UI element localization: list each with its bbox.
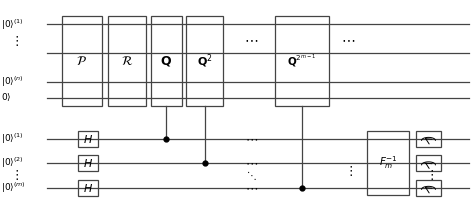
Text: $\vdots$: $\vdots$ bbox=[344, 164, 353, 178]
Bar bbox=[416, 155, 441, 171]
Text: $\vdots$: $\vdots$ bbox=[10, 169, 18, 182]
Text: $F_m^{-1}$: $F_m^{-1}$ bbox=[379, 154, 398, 171]
Text: $\mathbf{Q}$: $\mathbf{Q}$ bbox=[160, 54, 172, 68]
Text: $|0\rangle^{(2)}$: $|0\rangle^{(2)}$ bbox=[1, 156, 24, 170]
Bar bbox=[78, 155, 98, 171]
Bar bbox=[367, 131, 409, 195]
Text: $|0\rangle^{(1)}$: $|0\rangle^{(1)}$ bbox=[1, 17, 24, 32]
Bar bbox=[62, 16, 102, 106]
Text: $\cdots$: $\cdots$ bbox=[245, 181, 258, 194]
Text: $H$: $H$ bbox=[83, 157, 93, 169]
Text: $H$: $H$ bbox=[83, 133, 93, 145]
Text: $\mathbf{Q}^2$: $\mathbf{Q}^2$ bbox=[197, 52, 213, 70]
Bar bbox=[78, 131, 98, 147]
Text: $H$: $H$ bbox=[83, 182, 93, 194]
Text: $\ddots$: $\ddots$ bbox=[246, 169, 256, 182]
Text: $\mathbf{Q}^{2^{m-1}}$: $\mathbf{Q}^{2^{m-1}}$ bbox=[287, 53, 317, 69]
Text: $\vdots$: $\vdots$ bbox=[10, 34, 18, 48]
Text: $\cdots$: $\cdots$ bbox=[341, 32, 356, 46]
Bar bbox=[186, 16, 223, 106]
Text: $\cdots$: $\cdots$ bbox=[245, 157, 258, 170]
Text: $|0\rangle^{(n)}$: $|0\rangle^{(n)}$ bbox=[1, 74, 24, 89]
Bar bbox=[416, 131, 441, 147]
Bar bbox=[416, 180, 441, 196]
Text: $|0\rangle^{(m)}$: $|0\rangle^{(m)}$ bbox=[1, 181, 26, 195]
Text: $\cdots$: $\cdots$ bbox=[245, 132, 258, 145]
Text: $\mathcal{R}$: $\mathcal{R}$ bbox=[121, 55, 133, 68]
Text: $\mathcal{P}$: $\mathcal{P}$ bbox=[76, 55, 87, 68]
Bar bbox=[151, 16, 182, 106]
Bar bbox=[108, 16, 146, 106]
Bar bbox=[78, 180, 98, 196]
Text: $\vdots$: $\vdots$ bbox=[425, 169, 433, 182]
Text: $|0\rangle^{(1)}$: $|0\rangle^{(1)}$ bbox=[1, 132, 24, 146]
Text: $\cdots$: $\cdots$ bbox=[244, 32, 258, 46]
Text: $0\rangle$: $0\rangle$ bbox=[1, 92, 11, 103]
Bar bbox=[275, 16, 329, 106]
